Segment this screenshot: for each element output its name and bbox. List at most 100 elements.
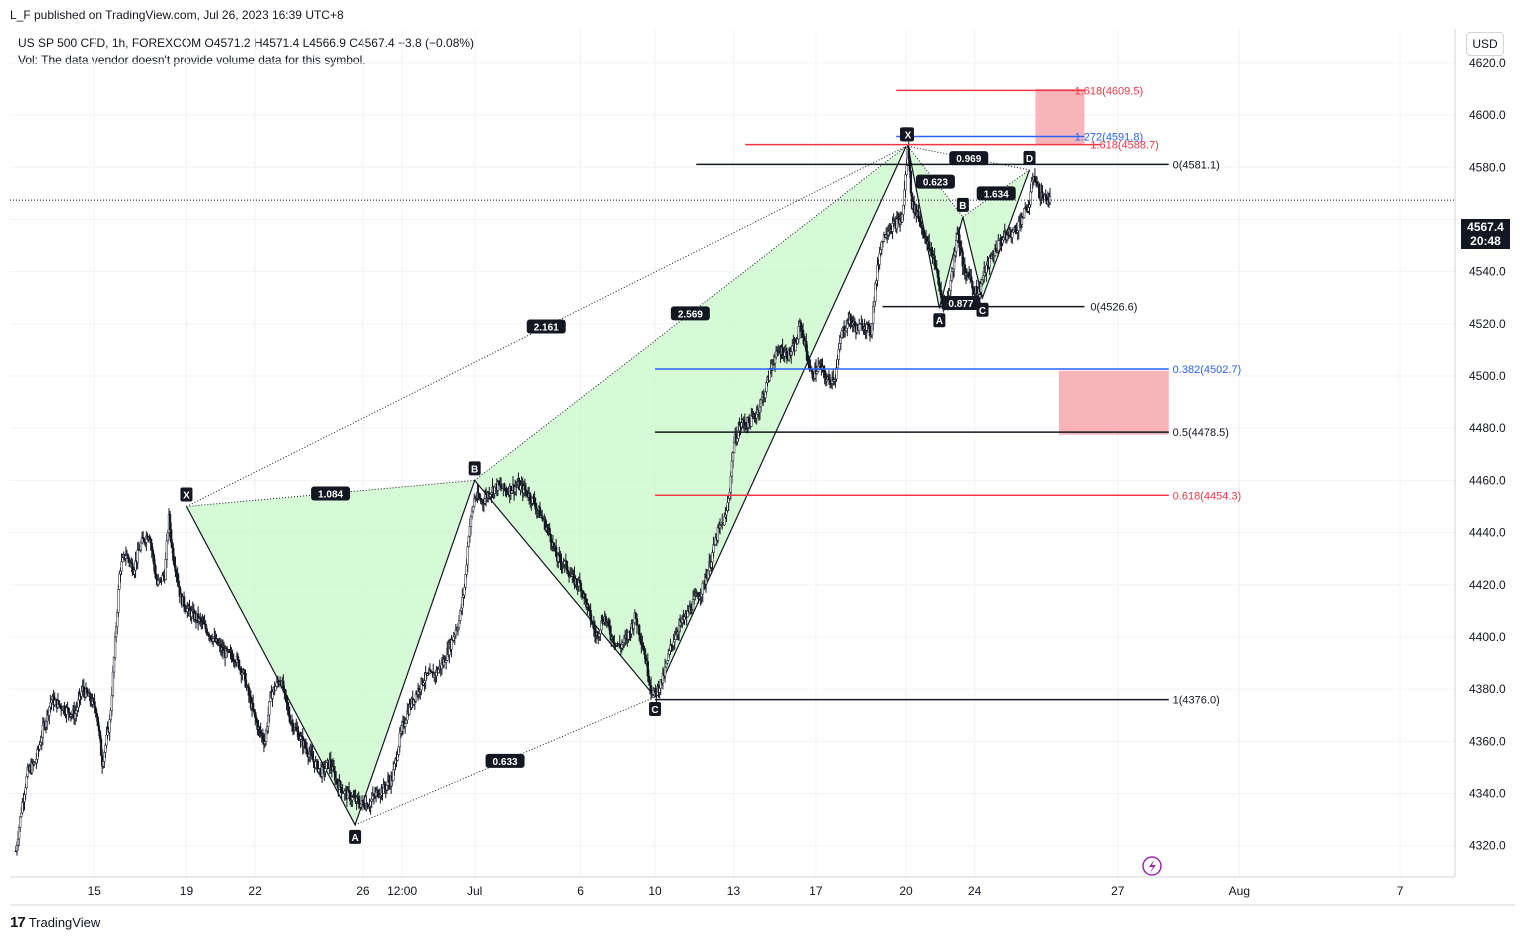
point-badge bbox=[349, 829, 362, 844]
target-zones bbox=[1035, 89, 1169, 435]
candle-body bbox=[466, 546, 469, 566]
time-tick-label: 12:00 bbox=[387, 884, 417, 898]
ratio-label: 0.877 bbox=[948, 299, 973, 310]
time-tick-label: 24 bbox=[968, 884, 982, 898]
point-label: A bbox=[936, 316, 943, 327]
candle-body bbox=[53, 699, 56, 706]
last-price-value: 4567.4 bbox=[1467, 220, 1504, 234]
ratio-badge bbox=[311, 486, 351, 501]
point-label: X bbox=[183, 490, 190, 501]
point-label: C bbox=[651, 705, 658, 716]
time-tick-label: 27 bbox=[1111, 884, 1125, 898]
ratio-label: 2.161 bbox=[534, 322, 559, 333]
candle-body bbox=[1044, 193, 1047, 198]
pattern-triangle-bcd bbox=[962, 169, 1030, 298]
ratio-label: 0.633 bbox=[493, 757, 518, 768]
point-label: B bbox=[471, 464, 478, 475]
candle-body bbox=[997, 240, 1000, 251]
ratio-badge bbox=[526, 319, 566, 334]
candle-body bbox=[785, 350, 789, 359]
candle-body bbox=[19, 816, 22, 828]
candle-body bbox=[928, 241, 931, 249]
pattern-triangle-xab bbox=[186, 480, 475, 825]
price-tick-label: 4540.0 bbox=[1469, 265, 1506, 279]
point-badge bbox=[901, 127, 914, 142]
candle-body bbox=[905, 165, 908, 175]
point-badge bbox=[180, 487, 193, 502]
price-tick-label: 4420.0 bbox=[1469, 578, 1506, 592]
chart-axes: 4320.0 4340.0 4360.0 4380.0 4400.0 4420.0 4440… bbox=[10, 29, 1515, 906]
candle-body bbox=[904, 174, 907, 191]
price-tick-label: 4380.0 bbox=[1469, 682, 1506, 696]
time-tick-label: 15 bbox=[88, 884, 102, 898]
last-price-tag: 4567.4 20:48 bbox=[1461, 219, 1510, 249]
ratio-badge bbox=[976, 186, 1016, 201]
ratio-label: 2.569 bbox=[678, 309, 703, 320]
candle-body bbox=[548, 528, 551, 535]
ratio-label: 0.969 bbox=[956, 154, 981, 165]
symbol-ohlc: US SP 500 CFD, 1h, FOREXCOM O4571.2 H457… bbox=[18, 36, 475, 50]
fib-level-label: 0(4581.1) bbox=[1173, 159, 1220, 171]
time-tick-label: 20 bbox=[899, 884, 913, 898]
footer-brand-label: TradingView bbox=[28, 915, 101, 930]
point-badge bbox=[468, 461, 481, 476]
point-label: A bbox=[351, 833, 358, 844]
fib-levels: 1.618(4609.5) 1.272(4591.8)1.618(4588.7) 0… bbox=[655, 85, 1242, 707]
time-tick-label: 13 bbox=[727, 884, 741, 898]
point-label: C bbox=[979, 306, 986, 317]
price-tick-label: 4460.0 bbox=[1469, 473, 1506, 487]
price-tick-label: 4520.0 bbox=[1469, 317, 1506, 331]
ratio-label: 1.084 bbox=[318, 489, 343, 500]
time-tick-label: 6 bbox=[577, 884, 584, 898]
price-tick-label: 4340.0 bbox=[1469, 787, 1506, 801]
candle-body bbox=[120, 561, 123, 572]
time-tick-label: 19 bbox=[180, 884, 194, 898]
fib-level-label: 1.618(4588.7) bbox=[1090, 140, 1159, 152]
candle-body bbox=[117, 589, 120, 613]
price-tick-label: 4360.0 bbox=[1469, 734, 1506, 748]
candle-body bbox=[635, 618, 639, 626]
candle-body bbox=[95, 713, 98, 718]
candle-body bbox=[324, 768, 327, 773]
candle-body bbox=[828, 378, 832, 383]
fib-level-label: 0.382(4502.7) bbox=[1173, 364, 1242, 376]
chart-grid bbox=[10, 29, 1455, 877]
candle-body bbox=[1022, 208, 1026, 218]
candle-body bbox=[654, 687, 657, 692]
tradingview-logo-icon: 17 bbox=[10, 914, 26, 931]
ratio-badge bbox=[670, 306, 710, 321]
time-tick-label: 22 bbox=[248, 884, 262, 898]
ratio-label: 0.623 bbox=[923, 178, 948, 189]
candle-body bbox=[731, 452, 735, 462]
time-tick-label: 7 bbox=[1397, 884, 1404, 898]
symbol-legend: US SP 500 CFD, 1h, FOREXCOM O4571.2 H457… bbox=[18, 35, 474, 69]
point-badge bbox=[956, 197, 969, 212]
price-tick-label: 4440.0 bbox=[1469, 526, 1506, 540]
time-tick-label: Aug bbox=[1229, 884, 1250, 898]
candle-body bbox=[450, 639, 453, 650]
ratio-badge bbox=[915, 174, 955, 189]
bar-countdown: 20:48 bbox=[1470, 234, 1501, 248]
footer-brand[interactable]: 17 TradingView bbox=[10, 914, 100, 931]
ratio-label: 1.634 bbox=[984, 189, 1009, 200]
candle-body bbox=[1020, 217, 1024, 225]
time-tick-label: Jul bbox=[467, 884, 482, 898]
candle-body bbox=[67, 708, 70, 713]
point-badge bbox=[976, 302, 989, 317]
time-tick-label: 17 bbox=[809, 884, 823, 898]
pattern-triangle-bcd bbox=[474, 146, 907, 697]
point-label: X bbox=[905, 130, 912, 141]
candle-body bbox=[1048, 196, 1052, 203]
point-label: D bbox=[1026, 154, 1033, 165]
currency-button[interactable]: USD bbox=[1466, 32, 1504, 56]
target-zone bbox=[1035, 89, 1085, 145]
price-tick-label: 4320.0 bbox=[1469, 839, 1506, 853]
point-label: B bbox=[959, 201, 966, 212]
pattern-triangle-xab bbox=[907, 146, 963, 309]
time-tick-label: 26 bbox=[356, 884, 370, 898]
pattern-dotted-line bbox=[354, 696, 656, 826]
point-badge bbox=[649, 701, 662, 716]
pattern-dotted-line bbox=[474, 146, 907, 481]
fib-level-label: 1(4376.0) bbox=[1173, 695, 1220, 707]
